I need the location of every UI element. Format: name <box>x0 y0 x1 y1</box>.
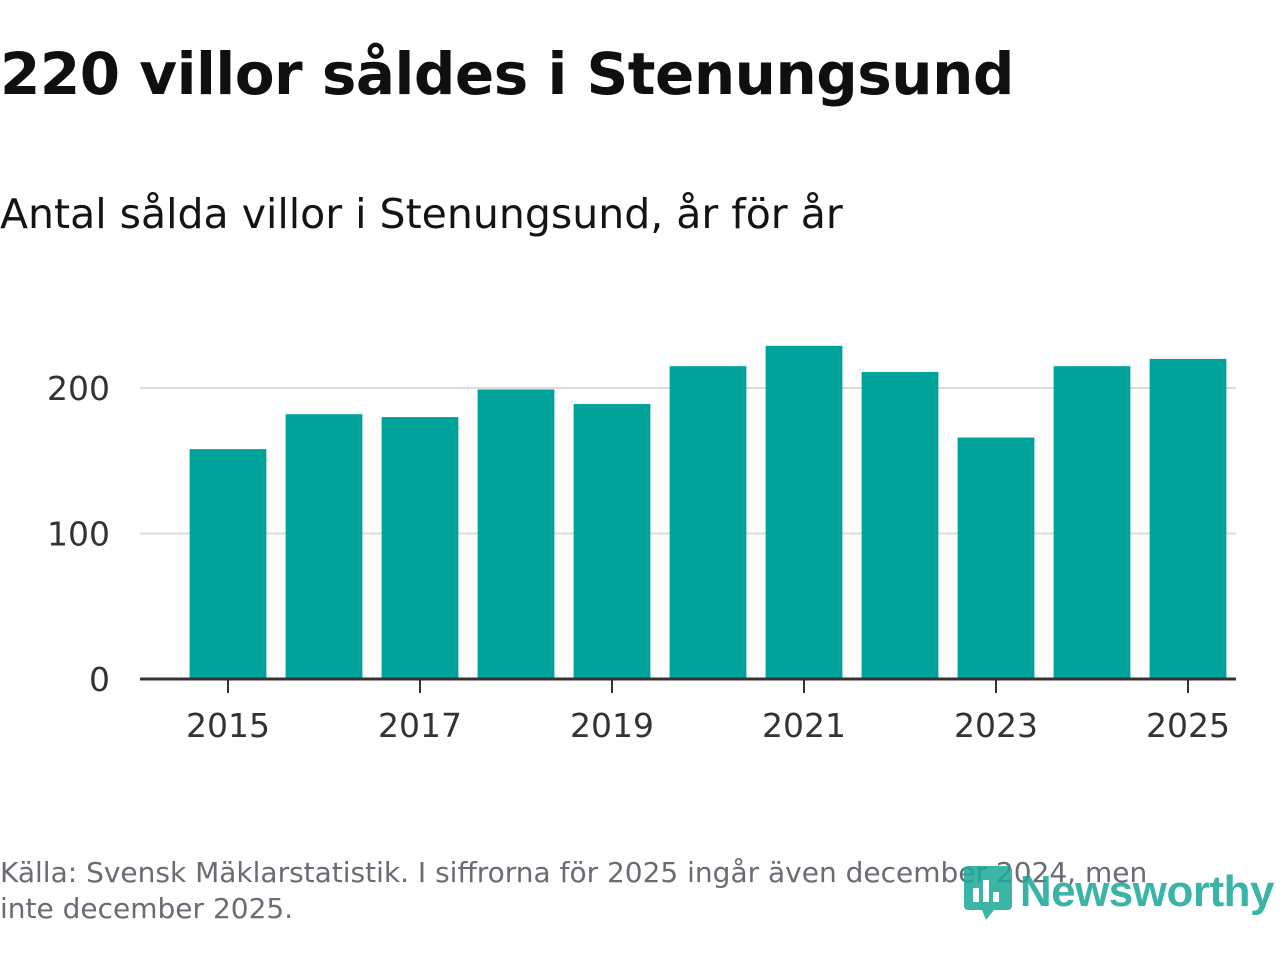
source-note: Källa: Svensk Mäklarstatistik. I siffror… <box>0 856 1148 925</box>
y-tick-label: 100 <box>47 515 110 554</box>
bar-2023 <box>957 437 1035 679</box>
x-tick-label: 2021 <box>762 706 846 745</box>
x-tick-label: 2015 <box>186 706 270 745</box>
x-tick-label: 2019 <box>570 706 654 745</box>
bar-chart: 0 100 200 2015 2017 2019 2021 2023 2025 <box>47 345 1236 745</box>
bar-2015 <box>189 449 267 679</box>
bar-2020 <box>669 366 747 679</box>
chart-title: 220 villor såldes i Stenungsund <box>0 40 1014 108</box>
bar-2021 <box>765 345 843 679</box>
bar-2017 <box>381 417 459 679</box>
x-tick-label: 2023 <box>954 706 1038 745</box>
chart-subtitle: Antal sålda villor i Stenungsund, år för… <box>0 190 843 238</box>
bar-2016 <box>285 414 363 679</box>
y-tick-label: 200 <box>47 369 110 408</box>
axes: 0 100 200 2015 2017 2019 2021 2023 2025 <box>47 369 1236 745</box>
bar-2022 <box>861 371 939 679</box>
x-tick-label: 2017 <box>378 706 462 745</box>
x-tick-label: 2025 <box>1146 706 1230 745</box>
bar-2019 <box>573 404 651 679</box>
y-tick-label: 0 <box>89 660 110 699</box>
bar-2025 <box>1149 358 1227 679</box>
bars <box>189 345 1227 679</box>
bar-2024 <box>1053 366 1131 679</box>
newsworthy-logo-icon <box>963 866 1012 920</box>
newsworthy-logo: Newsworthy <box>962 862 1275 922</box>
logo-text: Newsworthy <box>1019 867 1275 916</box>
bar-2018 <box>477 389 555 679</box>
